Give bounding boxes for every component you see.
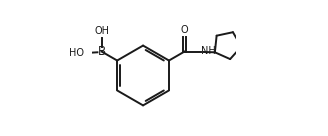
Text: B: B [97, 45, 106, 58]
Text: O: O [181, 25, 188, 35]
Text: HO: HO [69, 48, 84, 58]
Text: OH: OH [94, 26, 109, 35]
Text: NH: NH [201, 46, 216, 56]
